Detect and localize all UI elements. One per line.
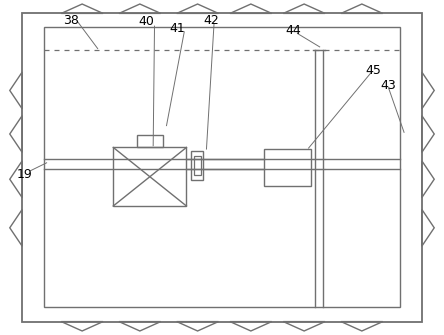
Text: 42: 42 [203,14,219,26]
Bar [137,135,163,147]
Bar [191,151,203,180]
Text: 38: 38 [63,14,79,26]
Text: 43: 43 [381,79,396,92]
Bar [113,147,186,206]
Bar [194,156,201,175]
Text: 19: 19 [16,168,32,181]
Bar [264,149,311,186]
Text: 40: 40 [139,15,155,28]
Bar [44,27,400,307]
Text: 41: 41 [170,22,186,35]
Text: 44: 44 [285,24,301,37]
Text: 45: 45 [365,64,381,77]
